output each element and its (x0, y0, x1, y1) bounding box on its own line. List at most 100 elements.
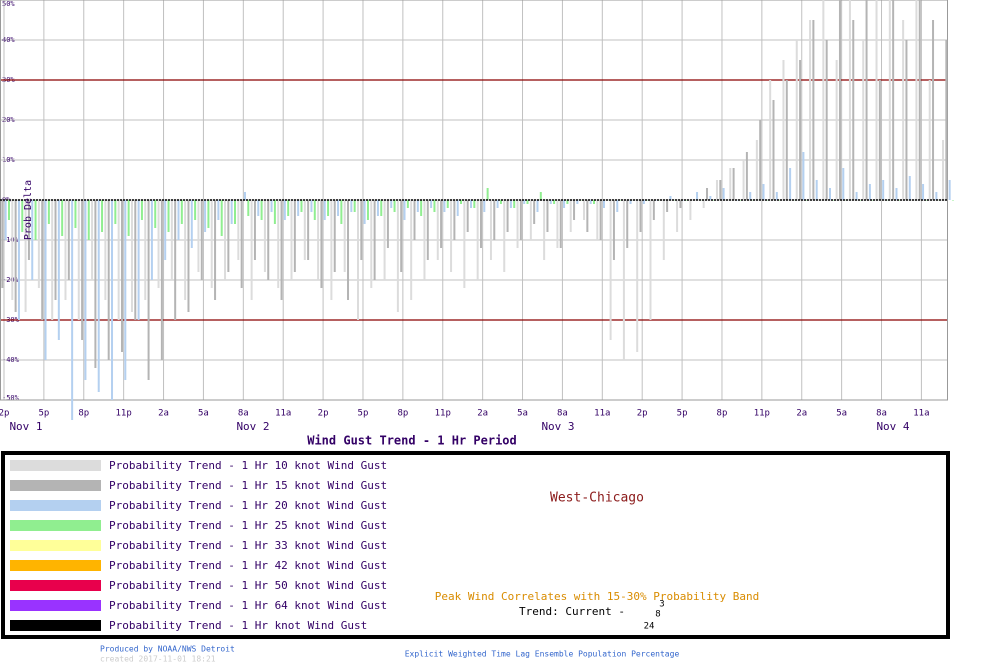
x-tick-label: 8p (717, 409, 728, 419)
bar (200, 200, 203, 280)
bar (722, 188, 725, 200)
bar (71, 200, 74, 420)
x-tick-label: 11a (913, 409, 929, 419)
bar (815, 180, 818, 200)
bar (652, 200, 655, 220)
bar (519, 200, 522, 240)
legend-label: Probability Trend - 1 Hr 42 knot Wind Gu… (109, 559, 387, 572)
peak-note: Peak Wind Correlates with 15-30% Probabi… (435, 590, 760, 603)
bar (576, 200, 579, 204)
bar (24, 200, 27, 312)
bar (14, 200, 17, 312)
bar (755, 140, 758, 200)
legend-swatch (10, 460, 101, 471)
bar (932, 20, 935, 200)
bar (549, 200, 552, 204)
bar (453, 200, 456, 240)
bar (323, 200, 326, 220)
bar (31, 200, 34, 280)
bar (526, 200, 529, 204)
x-tick-label: 5a (836, 409, 847, 419)
bar (446, 200, 449, 208)
bar (11, 200, 14, 300)
x-tick-label: 11a (275, 409, 291, 419)
bar (130, 200, 133, 312)
bar (267, 200, 270, 280)
bar (97, 200, 100, 392)
bar (293, 200, 296, 272)
bar (592, 200, 595, 204)
bar (330, 200, 333, 300)
bar (94, 200, 97, 368)
bar (573, 200, 576, 220)
bar (260, 200, 263, 220)
marker-label: 3 (659, 600, 664, 610)
bar (350, 200, 353, 212)
y-tick-label: 10% (2, 156, 15, 164)
bar (812, 20, 815, 200)
x-tick-label: 2p (318, 409, 329, 419)
bar (729, 168, 732, 200)
bar (406, 200, 409, 208)
x-tick-label: 8a (557, 409, 568, 419)
bar (204, 200, 207, 232)
y-tick-label: -40% (2, 356, 20, 364)
bar (51, 200, 54, 320)
bar (127, 200, 130, 236)
bar (662, 200, 665, 260)
bar (769, 80, 772, 200)
bar (74, 200, 77, 228)
bar (759, 120, 762, 200)
bar (493, 200, 496, 240)
bar (679, 200, 682, 208)
bar (247, 200, 250, 216)
bar (337, 200, 340, 216)
bar (214, 200, 217, 300)
bar (393, 200, 396, 212)
x-tick-label: 5p (38, 409, 49, 419)
legend-label: Probability Trend - 1 Hr 15 knot Wind Gu… (109, 479, 387, 492)
bar (862, 40, 865, 200)
bar (240, 200, 243, 288)
marker-label: 8 (655, 610, 660, 620)
x-tick-label: 5p (677, 409, 688, 419)
x-tick-label: 2a (477, 409, 488, 419)
bar (689, 200, 692, 220)
x-tick-label: 11p (435, 409, 451, 419)
bar (403, 200, 406, 220)
bar (134, 200, 137, 320)
bar (91, 200, 94, 280)
bar (177, 200, 180, 240)
x-tick-label: 5a (198, 409, 209, 419)
legend-swatch (10, 480, 101, 491)
bar (639, 200, 642, 232)
legend-label: Probability Trend - 1 Hr 10 knot Wind Gu… (109, 459, 387, 472)
y-axis-label: Prob Delta (23, 180, 34, 240)
bar (489, 200, 492, 260)
bar (303, 200, 306, 260)
bar (559, 200, 562, 248)
bar (420, 200, 423, 216)
bar (283, 200, 286, 220)
bar (496, 200, 499, 208)
bar (533, 200, 536, 224)
bar (114, 200, 117, 224)
bar (529, 200, 532, 240)
bar (84, 200, 87, 380)
footer: Explicit Weighted Time Lag Ensemble Popu… (405, 650, 680, 659)
bar (277, 200, 280, 288)
bar (174, 200, 177, 320)
bar (888, 0, 891, 200)
bar (144, 200, 147, 300)
bar (825, 40, 828, 200)
bar (64, 200, 67, 300)
x-tick-label: 2a (796, 409, 807, 419)
x-tick-label: 5a (517, 409, 528, 419)
bar (363, 200, 366, 224)
bar (460, 200, 463, 204)
bar (400, 200, 403, 272)
bar (150, 200, 153, 280)
bar (257, 200, 260, 216)
bar (107, 200, 110, 360)
